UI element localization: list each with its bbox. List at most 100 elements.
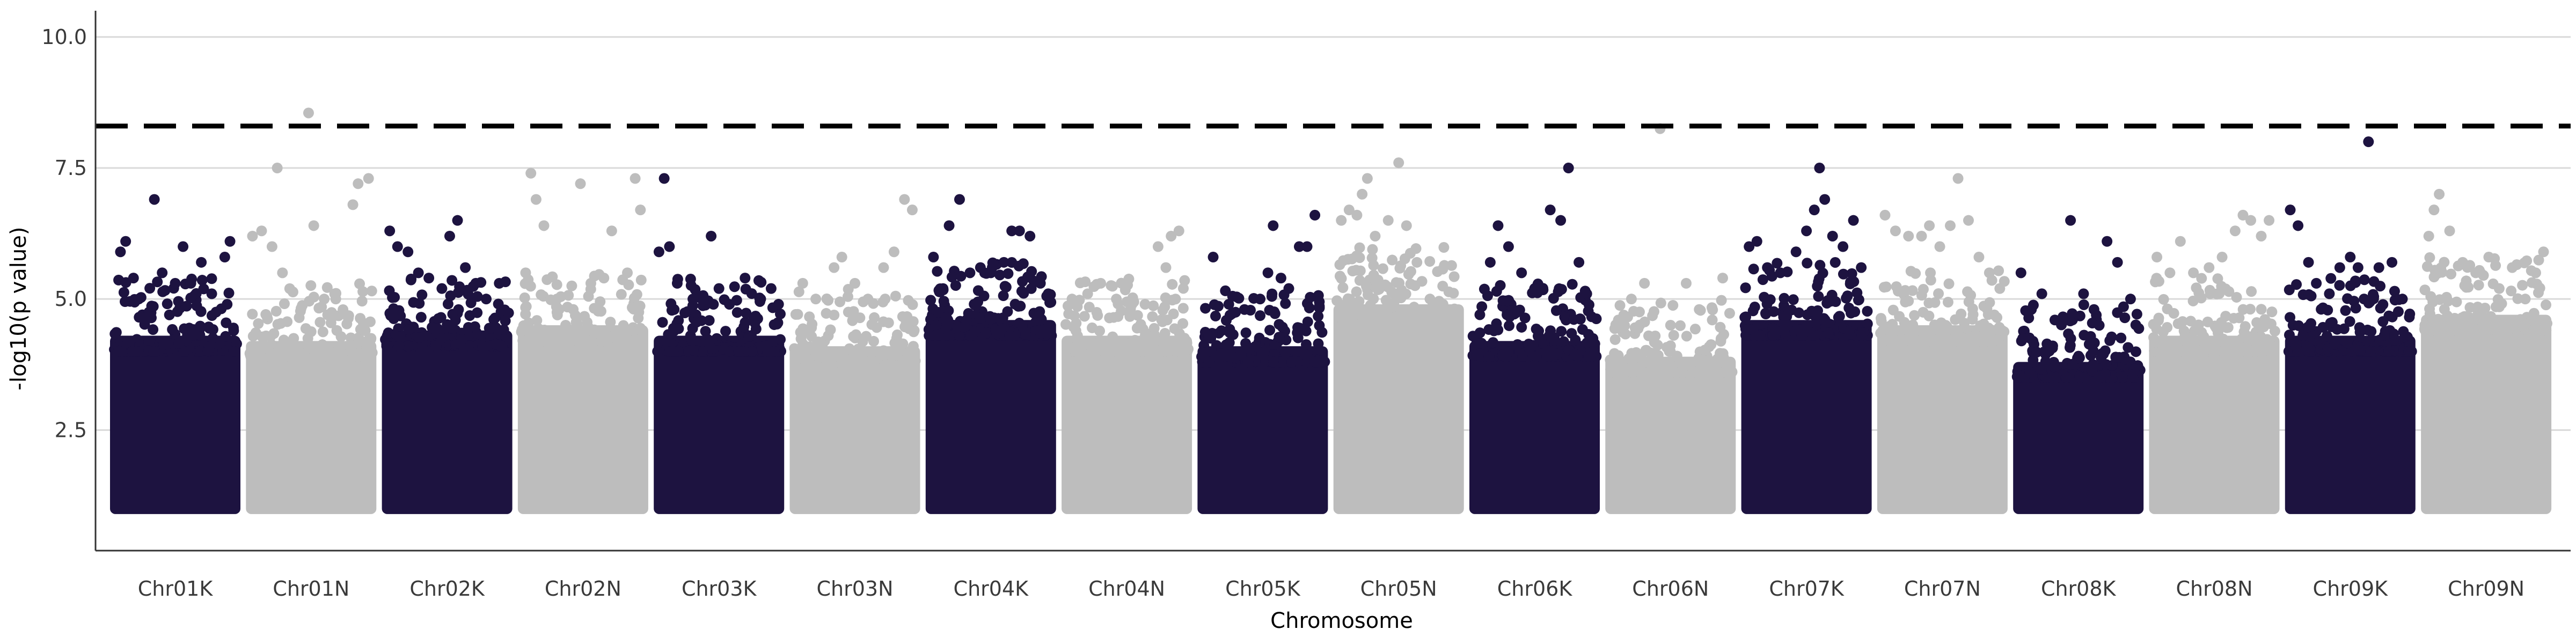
point: [1943, 278, 1955, 289]
point: [2063, 328, 2074, 339]
point: [1492, 324, 1504, 335]
point: [1002, 268, 1014, 279]
point: [2024, 332, 2035, 343]
point: [1577, 324, 1588, 335]
point: [1923, 310, 1935, 321]
point: [1022, 272, 1034, 283]
point: [2117, 372, 2128, 383]
point: [1823, 327, 1834, 339]
peak-point: [1382, 215, 1394, 226]
peak-point: [530, 194, 541, 205]
chromosome-Chr03N: [789, 194, 921, 514]
point: [1228, 352, 1239, 363]
point: [941, 312, 952, 323]
dense-points: [1197, 346, 1328, 514]
point: [797, 323, 809, 334]
peak-point: [452, 215, 463, 226]
point: [2350, 303, 2361, 314]
peak-point: [2036, 288, 2047, 299]
point: [1843, 326, 1855, 337]
point: [416, 289, 428, 301]
point: [854, 312, 866, 324]
point: [1351, 286, 1362, 297]
peak-point: [2470, 267, 2482, 279]
point: [2439, 257, 2450, 268]
point: [2442, 296, 2454, 307]
point: [1940, 320, 1951, 331]
point: [850, 354, 861, 365]
point: [774, 309, 786, 320]
point: [1695, 354, 1706, 365]
point: [1386, 287, 1397, 298]
point: [592, 305, 604, 317]
peak-point: [575, 178, 586, 189]
peak-point: [1393, 157, 1404, 169]
point: [630, 334, 641, 346]
peak-point: [1035, 277, 1046, 289]
peak-point: [2229, 225, 2241, 237]
point: [933, 330, 944, 341]
peak-point: [1790, 246, 1802, 258]
point: [1389, 314, 1401, 326]
point: [954, 330, 965, 341]
point: [1703, 356, 1714, 368]
peak-point: [1268, 220, 1279, 231]
point: [1488, 337, 1499, 348]
point: [1268, 356, 1279, 368]
point: [1313, 311, 1324, 322]
point: [2061, 372, 2072, 383]
peak-point: [2324, 288, 2335, 299]
point: [563, 290, 574, 301]
point: [394, 331, 405, 342]
peak-point: [740, 273, 751, 284]
point: [958, 321, 969, 333]
peak-point: [1827, 230, 1838, 241]
point: [897, 338, 909, 349]
point: [1474, 338, 1485, 349]
peak-point: [444, 230, 455, 241]
point: [1075, 346, 1087, 357]
point: [2014, 371, 2025, 382]
point: [2446, 268, 2457, 280]
point: [724, 346, 736, 357]
point: [444, 320, 456, 331]
point: [531, 335, 542, 346]
point: [1994, 321, 2005, 333]
point: [1981, 303, 1993, 314]
peak-point: [402, 246, 414, 258]
x-tick-label: Chr06N: [1632, 577, 1709, 601]
point: [1388, 297, 1400, 308]
point: [1633, 323, 1644, 334]
point: [720, 326, 731, 337]
point: [1886, 333, 1898, 345]
point: [1549, 335, 1560, 346]
point: [1167, 345, 1179, 356]
point: [2130, 346, 2141, 357]
point: [813, 336, 824, 347]
point: [1502, 309, 1513, 320]
point: [2403, 346, 2414, 357]
point: [1274, 332, 1285, 343]
point: [2304, 343, 2315, 355]
point: [1131, 323, 1143, 334]
point: [1984, 335, 1995, 347]
point: [1091, 307, 1102, 318]
point: [1087, 322, 1098, 333]
peak-point: [943, 220, 955, 231]
point: [279, 298, 290, 310]
chromosome-Chr05N: [1331, 157, 1464, 514]
peak-point: [2026, 304, 2037, 315]
point: [148, 301, 159, 312]
point: [221, 317, 232, 328]
peak-point: [353, 178, 364, 189]
point: [2512, 293, 2523, 304]
point: [1300, 339, 1312, 350]
point: [1849, 306, 1861, 317]
point: [1550, 305, 1562, 316]
point: [2047, 340, 2058, 352]
point: [2306, 290, 2317, 302]
chromosome-Chr05K: [1196, 209, 1330, 514]
point: [1612, 362, 1623, 374]
peak-point: [1309, 209, 1321, 221]
